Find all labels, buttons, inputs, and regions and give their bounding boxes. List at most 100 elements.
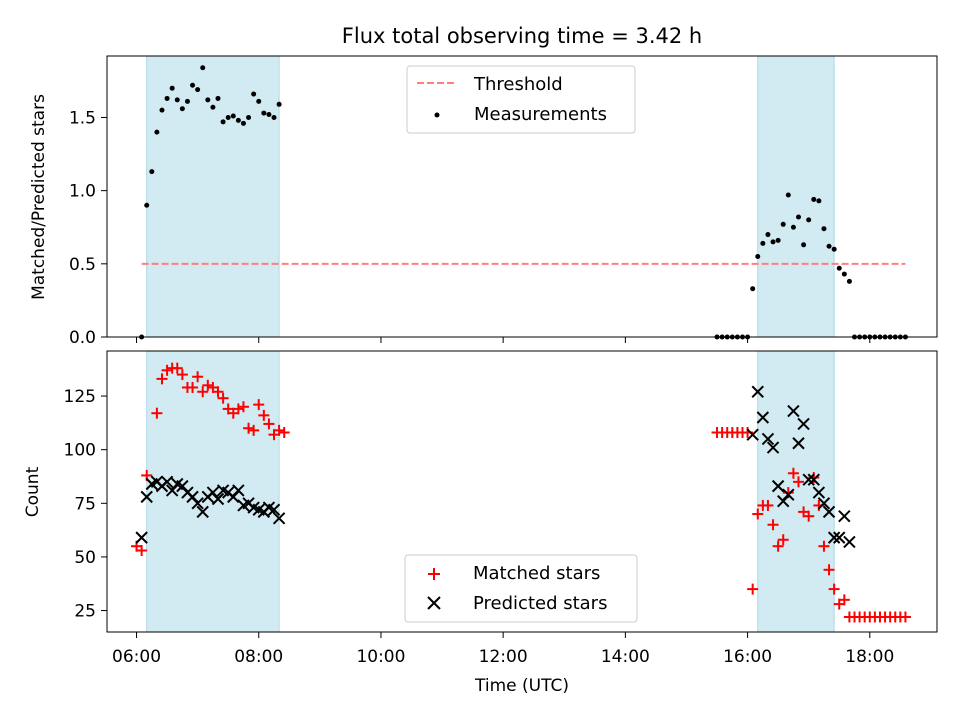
matched-stars-point <box>823 564 835 576</box>
measurements-point <box>760 240 766 246</box>
predicted-stars-point <box>211 492 225 506</box>
measurements-point <box>261 110 267 116</box>
predicted-stars-point <box>817 497 831 510</box>
matched-stars-point <box>176 369 188 381</box>
matched-stars-point <box>278 427 290 439</box>
measurements-point <box>251 91 257 97</box>
measurements-point <box>775 237 781 243</box>
measurements-point <box>801 242 807 248</box>
measurements-point <box>225 114 231 120</box>
measurements-point <box>790 224 796 230</box>
predicted-stars-point <box>267 503 281 516</box>
measurements-point <box>169 85 175 91</box>
x-axis-label: Time (UTC) <box>474 676 569 696</box>
predicted-stars-point <box>756 411 770 424</box>
measurements-point <box>174 97 180 103</box>
matched-stars-point <box>747 583 759 595</box>
y-tick-label: 125 <box>64 387 96 407</box>
matched-stars-point <box>258 409 270 421</box>
matched-stars-point <box>187 381 199 393</box>
measurements-point <box>205 97 211 103</box>
top-panel: 0.0 0.5 1.0 1.5 Matched/Predicted stars Thr… <box>29 55 938 348</box>
measurements-point <box>795 214 801 220</box>
predicted-stars-point <box>140 490 153 504</box>
measurements-point <box>220 119 226 125</box>
y-tick-label: 0.0 <box>69 328 96 348</box>
matched-stars-point <box>767 519 779 531</box>
bottom-x-axis: 06:00 08:00 10:00 12:00 14:00 16:00 18:00 <box>112 632 894 667</box>
measurements-point <box>780 221 786 227</box>
measurements-point <box>826 243 832 249</box>
matched-stars-point <box>273 424 285 436</box>
matched-stars-point <box>762 499 774 511</box>
x-tick-label: 12:00 <box>479 647 528 667</box>
predicted-stars-point <box>196 505 209 519</box>
measurements-point <box>256 98 262 104</box>
measurements-point <box>841 271 847 277</box>
predicted-stars-point <box>191 497 204 510</box>
measurements-point <box>246 114 252 120</box>
predicted-stars-point <box>797 417 810 431</box>
x-tick-label: 10:00 <box>356 647 405 667</box>
predicted-stars-point <box>160 475 174 489</box>
matched-stars-point <box>248 424 260 436</box>
matched-stars-point <box>752 508 764 520</box>
matched-stars-point <box>232 403 244 415</box>
measurements-point <box>154 129 160 135</box>
matched-stars-point <box>828 583 840 595</box>
measurements-point <box>210 104 216 110</box>
predicted-stars-point <box>792 437 805 450</box>
shaded-interval-2 <box>757 350 835 633</box>
matched-stars-point <box>161 364 173 376</box>
top-legend-box <box>406 65 636 134</box>
measurements-point <box>164 95 170 101</box>
predicted-stars-point <box>782 488 795 501</box>
bottom-panel: 25 50 75 100 125 06:00 08:00 10:00 12:00 14:00 16… <box>23 350 938 696</box>
measurements-point <box>184 98 190 104</box>
matched-stars-point <box>253 399 265 411</box>
y-tick-label: 0.5 <box>69 255 96 275</box>
matched-stars-point <box>899 611 911 623</box>
predicted-stars-point <box>827 531 841 544</box>
measurements-point <box>811 196 817 202</box>
matched-stars-point <box>243 422 255 434</box>
measurements-point <box>770 239 776 245</box>
matched-stars-point <box>136 544 148 556</box>
legend-predicted-label: Predicted stars <box>473 593 607 614</box>
bottom-plot-frame <box>106 350 938 633</box>
measurements-point <box>836 265 842 271</box>
measurements-point <box>230 113 236 119</box>
measurements-point <box>190 82 196 88</box>
predicted-stars-point <box>802 473 815 486</box>
y-tick-label: 50 <box>74 548 96 568</box>
predicted-stars-point <box>843 535 856 549</box>
measurements-point <box>765 232 771 238</box>
measurements-point <box>816 198 822 204</box>
predicted-stars-point <box>812 486 826 499</box>
predicted-stars-point <box>761 432 775 446</box>
predicted-stars-point <box>771 479 785 493</box>
matched-stars-point <box>803 510 815 522</box>
chart-title: Flux total observing time = 3.42 h <box>342 24 702 48</box>
measurements-point <box>750 286 756 292</box>
measurements-point <box>831 246 837 252</box>
matched-stars-point <box>792 476 804 488</box>
top-plot-frame <box>106 55 938 338</box>
measurements-point <box>806 217 812 223</box>
matched-stars-point <box>217 392 229 404</box>
top-x-ticks <box>136 337 871 343</box>
top-y-axis: 0.0 0.5 1.0 1.5 <box>69 108 107 348</box>
bottom-y-axis: 25 50 75 100 125 <box>64 387 107 622</box>
matched-stars-point <box>171 362 183 374</box>
y-tick-label: 1.0 <box>69 182 96 202</box>
y-tick-label: 75 <box>74 494 96 514</box>
matched-stars-point <box>156 373 168 385</box>
shaded-interval-2 <box>757 55 835 338</box>
predicted-stars-point <box>838 509 851 523</box>
predicted-stars-point <box>822 505 836 519</box>
predicted-stars-point <box>807 473 820 486</box>
measurements-point <box>846 278 852 284</box>
bottom-shaded-intervals <box>146 350 835 633</box>
measurements-point <box>235 117 241 123</box>
